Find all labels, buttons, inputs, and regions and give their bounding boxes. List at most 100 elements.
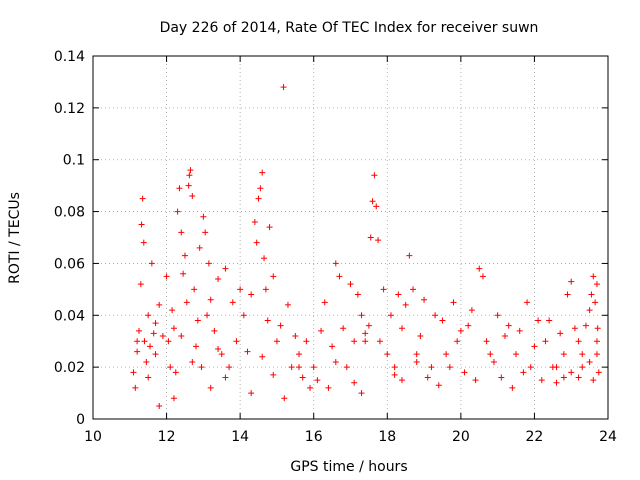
data-point: [446, 364, 453, 371]
data-point: [196, 244, 203, 251]
data-point: [152, 320, 159, 327]
data-point: [494, 312, 501, 319]
data-point: [262, 286, 269, 293]
data-point: [170, 395, 177, 402]
data-point: [592, 299, 599, 306]
data-point: [303, 338, 310, 345]
data-point: [586, 307, 593, 314]
data-point: [564, 291, 571, 298]
data-point: [240, 312, 247, 319]
data-point: [194, 317, 201, 324]
data-point: [145, 312, 152, 319]
data-points: [130, 84, 602, 410]
data-point: [369, 198, 376, 205]
data-point: [222, 265, 229, 272]
data-point: [280, 84, 287, 91]
data-point: [391, 371, 398, 378]
data-point: [270, 273, 277, 280]
x-tick-label: 24: [599, 429, 617, 445]
data-point: [428, 364, 435, 371]
data-point: [531, 343, 538, 350]
data-point: [410, 286, 417, 293]
data-point: [417, 333, 424, 340]
data-point: [229, 299, 236, 306]
data-point: [553, 379, 560, 386]
data-point: [198, 364, 205, 371]
data-point: [176, 185, 183, 192]
data-point: [211, 327, 218, 334]
data-point: [134, 338, 141, 345]
data-point: [343, 364, 350, 371]
data-point: [365, 322, 372, 329]
data-point: [513, 351, 520, 358]
data-point: [347, 281, 354, 288]
data-point: [172, 369, 179, 376]
data-point: [187, 167, 194, 174]
data-point: [191, 286, 198, 293]
data-point: [351, 379, 358, 386]
data-point: [351, 338, 358, 345]
data-point: [571, 325, 578, 332]
data-point: [476, 265, 483, 272]
data-point: [270, 371, 277, 378]
data-point: [524, 299, 531, 306]
data-point: [167, 364, 174, 371]
data-point: [413, 351, 420, 358]
y-tick-label: 0.14: [54, 49, 85, 65]
data-point: [284, 301, 291, 308]
data-point: [183, 299, 190, 306]
data-point: [435, 382, 442, 389]
data-point: [233, 338, 240, 345]
x-tick-label: 12: [158, 429, 176, 445]
data-point: [273, 338, 280, 345]
data-point: [568, 369, 575, 376]
data-point: [143, 358, 150, 365]
data-point: [535, 317, 542, 324]
data-point: [202, 229, 209, 236]
data-point: [421, 296, 428, 303]
data-point: [169, 307, 176, 314]
y-tick-label: 0.04: [54, 308, 85, 324]
data-point: [354, 291, 361, 298]
data-point: [332, 260, 339, 267]
data-point: [479, 273, 486, 280]
data-point: [148, 260, 155, 267]
x-tick-label: 20: [452, 429, 470, 445]
data-point: [588, 291, 595, 298]
data-point: [266, 224, 273, 231]
data-point: [185, 182, 192, 189]
data-point: [165, 338, 172, 345]
data-point: [178, 229, 185, 236]
data-point: [321, 299, 328, 306]
data-point: [251, 218, 258, 225]
data-point: [163, 273, 170, 280]
data-point: [170, 325, 177, 332]
data-point: [318, 327, 325, 334]
data-point: [299, 374, 306, 381]
data-point: [207, 296, 214, 303]
x-tick-label: 18: [378, 429, 396, 445]
data-point: [307, 384, 314, 391]
data-point: [454, 338, 461, 345]
data-point: [502, 333, 508, 340]
data-point: [259, 169, 266, 176]
data-point: [358, 390, 365, 397]
data-point: [222, 374, 229, 381]
data-point: [461, 369, 468, 376]
data-point: [376, 338, 383, 345]
data-point: [226, 364, 233, 371]
data-point: [248, 390, 255, 397]
data-point: [575, 338, 582, 345]
data-point: [406, 252, 413, 259]
data-point: [560, 374, 567, 381]
data-point: [538, 377, 545, 384]
data-point: [505, 322, 512, 329]
data-point: [468, 307, 475, 314]
data-point: [145, 374, 152, 381]
data-point: [152, 351, 159, 358]
y-tick-label: 0.06: [54, 256, 85, 272]
data-point: [215, 275, 222, 282]
data-point: [134, 348, 141, 355]
